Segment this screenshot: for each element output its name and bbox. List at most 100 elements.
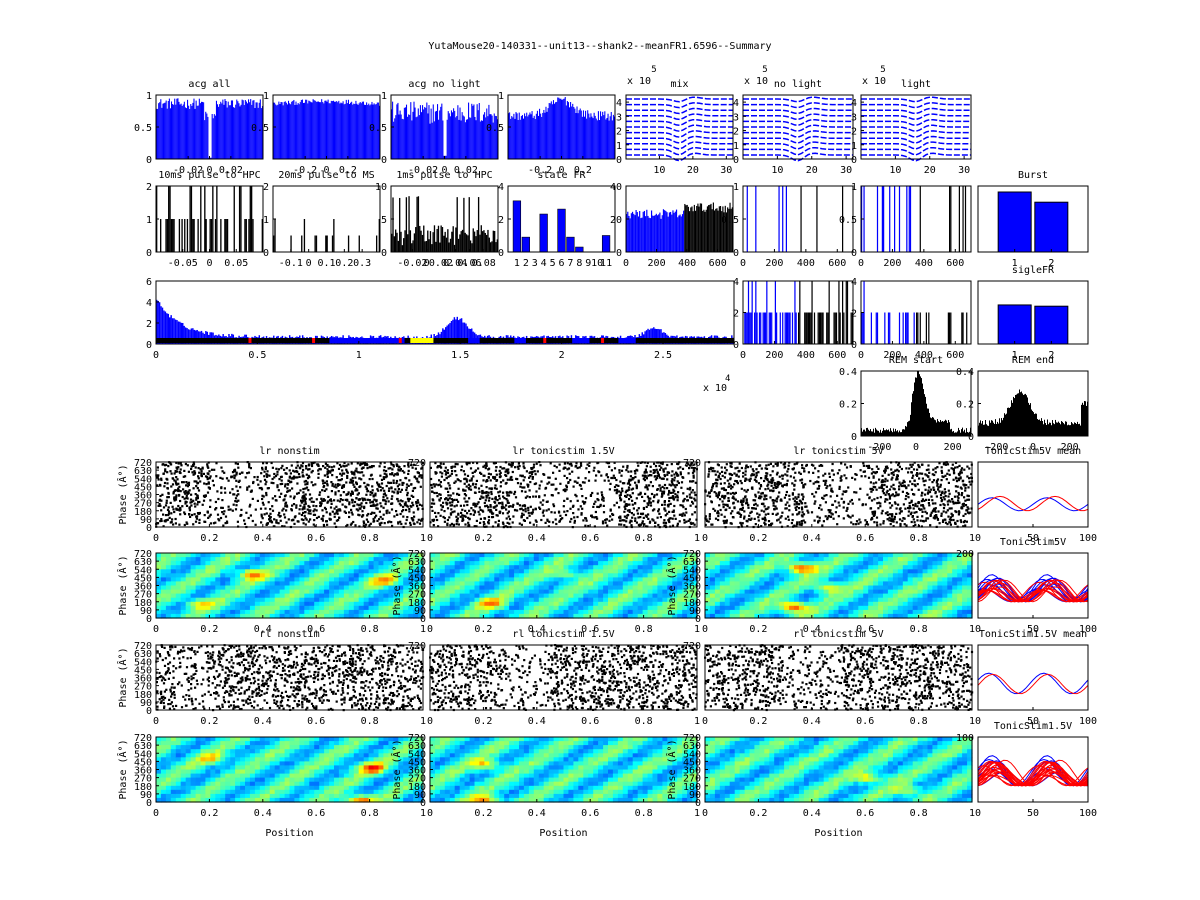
histogram-bar [1039, 419, 1040, 436]
spike-point [455, 474, 458, 477]
spike-point [374, 494, 377, 497]
histogram-bar [1013, 396, 1014, 436]
spike-point [350, 522, 353, 525]
spike-point [187, 481, 191, 484]
spike-point [290, 519, 293, 522]
x-tick-label: 0.5 [248, 350, 266, 361]
spike-point [336, 484, 340, 487]
spike-point [330, 481, 333, 484]
spike-point [196, 494, 199, 497]
spike-point [379, 474, 382, 477]
spike-point [859, 521, 862, 524]
y-tick-label: 3 [616, 112, 622, 123]
y-tick-label: 5 [381, 215, 387, 226]
histogram-bar [1069, 425, 1070, 436]
histogram-bar [893, 428, 894, 436]
spike-point [297, 520, 300, 523]
spike-point [533, 482, 536, 486]
spike-point [565, 488, 568, 491]
histogram-bar [649, 218, 651, 252]
histogram-bar [965, 432, 966, 436]
spike-point [855, 491, 858, 494]
spike-point [243, 519, 246, 522]
spike-point [404, 522, 407, 525]
spike-point [349, 523, 352, 526]
spike-point [626, 464, 629, 468]
spike-point [327, 500, 330, 503]
spike-point [390, 473, 394, 476]
spike-point [741, 506, 744, 509]
spike-point [225, 520, 229, 523]
spike-point [405, 488, 408, 492]
spike-point [399, 479, 402, 482]
spike-point [676, 524, 679, 527]
spike-point [648, 521, 651, 524]
spike-point [836, 472, 839, 475]
histogram-bar [828, 281, 830, 344]
spike-point [351, 481, 354, 484]
histogram-bar [540, 113, 542, 159]
x-tick-label: 10 [653, 165, 665, 176]
spike-point [384, 500, 387, 503]
spike-point [292, 497, 296, 500]
spike-point [193, 472, 196, 475]
spike-point [858, 518, 861, 521]
histogram-bar [1046, 424, 1047, 436]
spike-point [232, 493, 235, 496]
spike-point [873, 498, 876, 501]
waveform-trace [861, 107, 971, 115]
spike-point [183, 491, 186, 494]
histogram-bar [480, 120, 482, 159]
spike-point [224, 522, 227, 525]
histogram-bar [194, 108, 196, 159]
histogram-bar [591, 116, 593, 159]
spike-point [399, 520, 402, 523]
spike-point [231, 509, 234, 512]
histogram-bar [189, 329, 191, 344]
histogram-bar [787, 312, 789, 344]
spike-point [405, 486, 408, 489]
histogram-bar [798, 312, 800, 344]
spike-point [318, 467, 321, 471]
spike-point [287, 479, 290, 482]
spike-point [337, 508, 340, 511]
spike-point [390, 508, 394, 511]
spike-point [300, 518, 303, 521]
histogram-bar [190, 328, 193, 344]
waveform-trace [626, 96, 733, 103]
spike-point [554, 518, 557, 521]
spike-point [308, 498, 311, 501]
histogram-bar [968, 432, 969, 436]
spike-point [613, 485, 617, 489]
histogram-bar [192, 328, 194, 344]
spike-point [453, 510, 456, 513]
histogram-bar [333, 219, 335, 252]
spike-point [666, 512, 669, 515]
spike-point [395, 513, 399, 516]
histogram-bar [795, 312, 797, 344]
spike-point [430, 477, 433, 481]
spike-point [618, 471, 621, 474]
spike-point [217, 497, 220, 501]
spike-point [606, 476, 610, 479]
spike-point [662, 492, 665, 495]
x-tick-label: 2 [1048, 258, 1054, 269]
histogram-bar [634, 215, 636, 252]
spike-point [266, 475, 269, 478]
spike-point [921, 519, 924, 523]
spike-point [645, 476, 648, 479]
spike-point [324, 508, 327, 511]
histogram-bar [809, 312, 811, 344]
spike-point [260, 486, 263, 490]
histogram-bar [287, 100, 290, 159]
spike-point [247, 516, 250, 520]
spike-point [626, 489, 629, 492]
y-tick-label: 720 [408, 458, 426, 469]
spike-point [854, 523, 858, 526]
histogram-bar [581, 116, 583, 159]
spike-point [495, 479, 499, 482]
histogram-bar [1001, 418, 1002, 436]
spike-point [323, 489, 326, 492]
y-tick-label: 0 [498, 248, 504, 259]
